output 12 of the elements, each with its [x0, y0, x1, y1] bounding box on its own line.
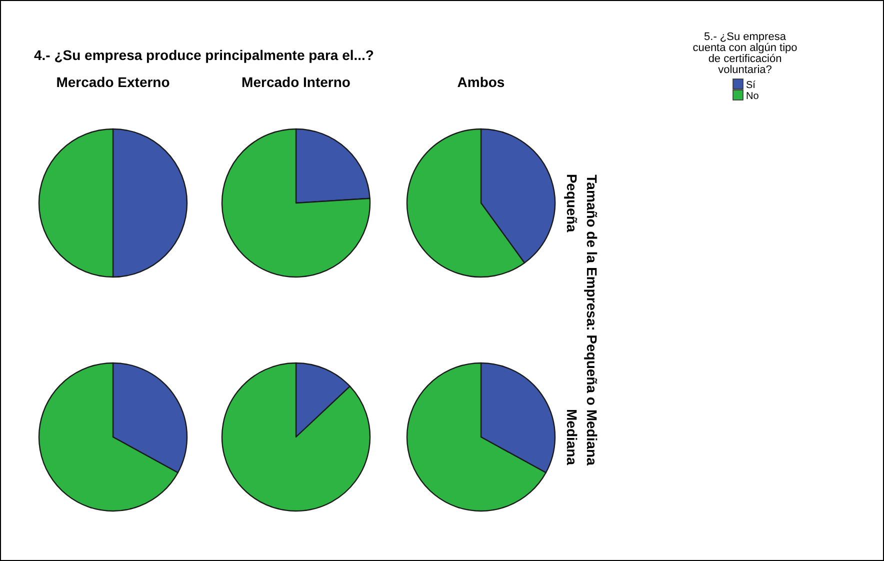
legend-title: 5.- ¿Su empresa cuenta con algún tipo de certificación voluntaria?: [692, 31, 798, 76]
chart-subtitle: Mercado Externo: [56, 74, 170, 90]
text: Pequeña: [564, 174, 580, 232]
legend-label: No: [746, 91, 760, 102]
legend-label: Sí: [746, 80, 756, 91]
text: Tamaño de la Empresa: Pequeña o Mediana: [584, 174, 600, 466]
pie-slice: [221, 128, 370, 278]
chart-subtitle: Mercado Interno: [242, 74, 350, 90]
text: Mediana: [564, 408, 580, 466]
pie-slice: [221, 362, 371, 512]
chart-title: 4.- ¿Su empresa produce principalmente para el...?: [34, 47, 374, 63]
chart-subtitle: Ambos: [457, 74, 505, 90]
